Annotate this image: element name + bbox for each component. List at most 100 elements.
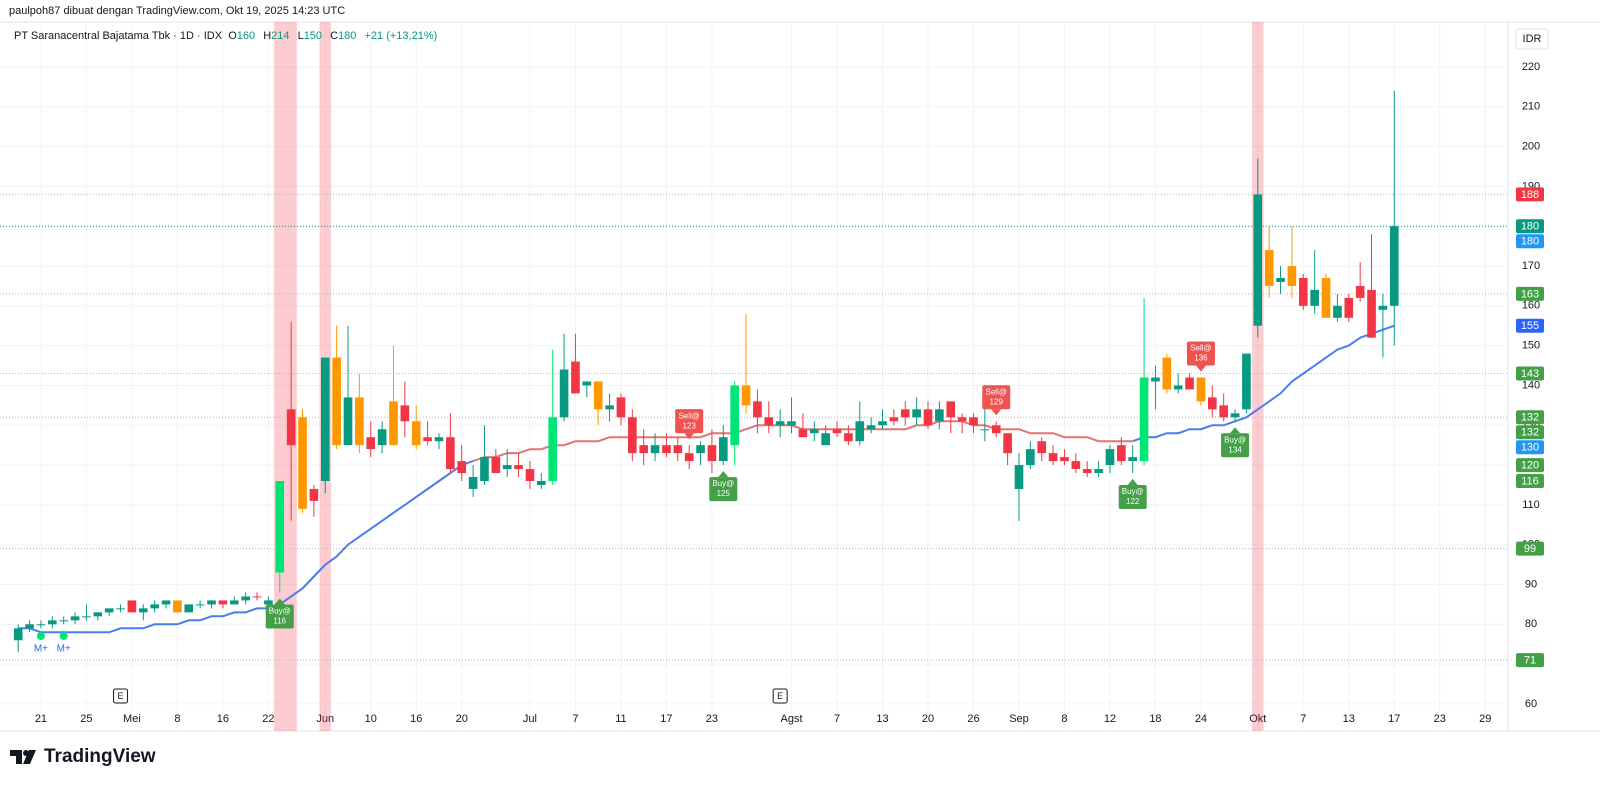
logo-text: TradingView [44, 746, 156, 767]
candle-body [1230, 413, 1240, 418]
x-tick-label: Okt [1249, 713, 1266, 725]
candle-body [1014, 465, 1024, 489]
candle-body [161, 600, 171, 605]
x-tick-label: 18 [1149, 713, 1161, 725]
candle-body [47, 620, 57, 625]
candle-body [36, 624, 46, 626]
candle-body [991, 425, 1001, 434]
candle-body [821, 433, 830, 446]
candle-body [366, 437, 376, 450]
candle-body [1321, 277, 1331, 318]
signal-box [1221, 433, 1250, 458]
x-tick-label: 25 [80, 713, 92, 725]
candle-body [855, 421, 865, 442]
candle-body [1333, 305, 1342, 318]
x-tick-label: 11 [615, 713, 626, 725]
candle-body [605, 405, 614, 410]
candle-body [1026, 449, 1035, 466]
candle-body [241, 596, 250, 601]
signal-label: Sell@129 [982, 385, 1011, 416]
candle-body [616, 397, 626, 418]
candle-body [423, 437, 432, 442]
price-label-box [1516, 234, 1544, 249]
candle-body [116, 608, 125, 610]
moving-average [18, 324, 1395, 634]
currency-box [1515, 28, 1549, 50]
price-label-box [1516, 541, 1544, 556]
x-tick-label: Mei [123, 713, 141, 725]
candle-body [1264, 250, 1274, 286]
y-tick-label: 150 [1522, 340, 1540, 352]
signal-arrow [1127, 479, 1138, 486]
x-tick-label: 24 [1195, 713, 1207, 725]
price-label-box [1516, 410, 1544, 425]
candle-body [195, 604, 205, 606]
y-tick-label: 210 [1522, 101, 1540, 113]
candle-body [730, 385, 739, 446]
candle-body [946, 401, 956, 418]
highlight-band [274, 22, 286, 731]
candle-body [889, 417, 899, 422]
candle-body [446, 437, 455, 470]
x-tick-label: 23 [1434, 713, 1446, 725]
signal-value: 129 [990, 397, 1004, 406]
candle-body [912, 409, 921, 418]
candle-body [173, 600, 182, 613]
candle-body [377, 429, 387, 446]
price-label-box [1516, 366, 1544, 381]
candle-body [13, 628, 23, 641]
price-label-box [1516, 286, 1544, 301]
candle-body [548, 417, 558, 481]
price-label: 120 [1521, 459, 1539, 471]
price-label-box [1516, 440, 1544, 455]
candle-body [468, 477, 478, 489]
candle-body [184, 604, 194, 613]
x-tick-label: 23 [706, 713, 718, 725]
legend-label: O [228, 30, 237, 42]
candle-body [480, 457, 489, 481]
candle-body [1378, 305, 1388, 310]
candle-body [229, 600, 239, 605]
price-label: 132 [1521, 412, 1539, 424]
legend-value: 214 [271, 30, 290, 42]
candle-body [878, 421, 887, 426]
price-label: 180 [1521, 221, 1539, 233]
x-tick-label: 22 [262, 713, 274, 725]
logo: TradingView [10, 746, 156, 768]
legend-value: 180 [338, 30, 357, 42]
y-tick-label: 160 [1522, 300, 1540, 312]
price-label: 99 [1524, 543, 1536, 555]
signal-label: Buy@116 [265, 598, 294, 629]
candle-body [1060, 457, 1069, 462]
candle-body [286, 409, 296, 446]
candle-body [832, 429, 842, 434]
candle-body [1389, 226, 1399, 306]
price-label: 180 [1521, 236, 1539, 248]
signal-arrow [991, 409, 1002, 416]
signal-arrow [1195, 365, 1206, 372]
signal-label: Buy@125 [709, 471, 738, 502]
candle-body [1207, 397, 1217, 410]
candle-body [309, 488, 319, 501]
x-tick-label: 29 [1479, 713, 1491, 725]
price-label-box [1516, 187, 1544, 202]
price-label-box [1516, 219, 1544, 234]
price-label: 130 [1521, 442, 1539, 454]
x-tick-label: 21 [35, 713, 47, 725]
legend-value: 150 [303, 30, 323, 42]
logo-icon [10, 750, 36, 764]
candle-body [787, 421, 796, 426]
candle-body [1128, 457, 1138, 462]
candle-body [639, 445, 649, 454]
price-label: 143 [1521, 368, 1539, 380]
x-tick-label: Sep [1009, 713, 1029, 725]
event-box [113, 688, 129, 704]
candle-body [1310, 289, 1319, 306]
price-label-box [1516, 473, 1544, 488]
x-tick-label: 10 [365, 713, 377, 725]
candle-body [1048, 453, 1058, 462]
signal-arrow [684, 433, 695, 440]
signal-text: Buy@ [269, 607, 291, 616]
candle-body [753, 401, 762, 418]
chart: 6070809010011012013014015016017018019020… [0, 21, 1600, 732]
